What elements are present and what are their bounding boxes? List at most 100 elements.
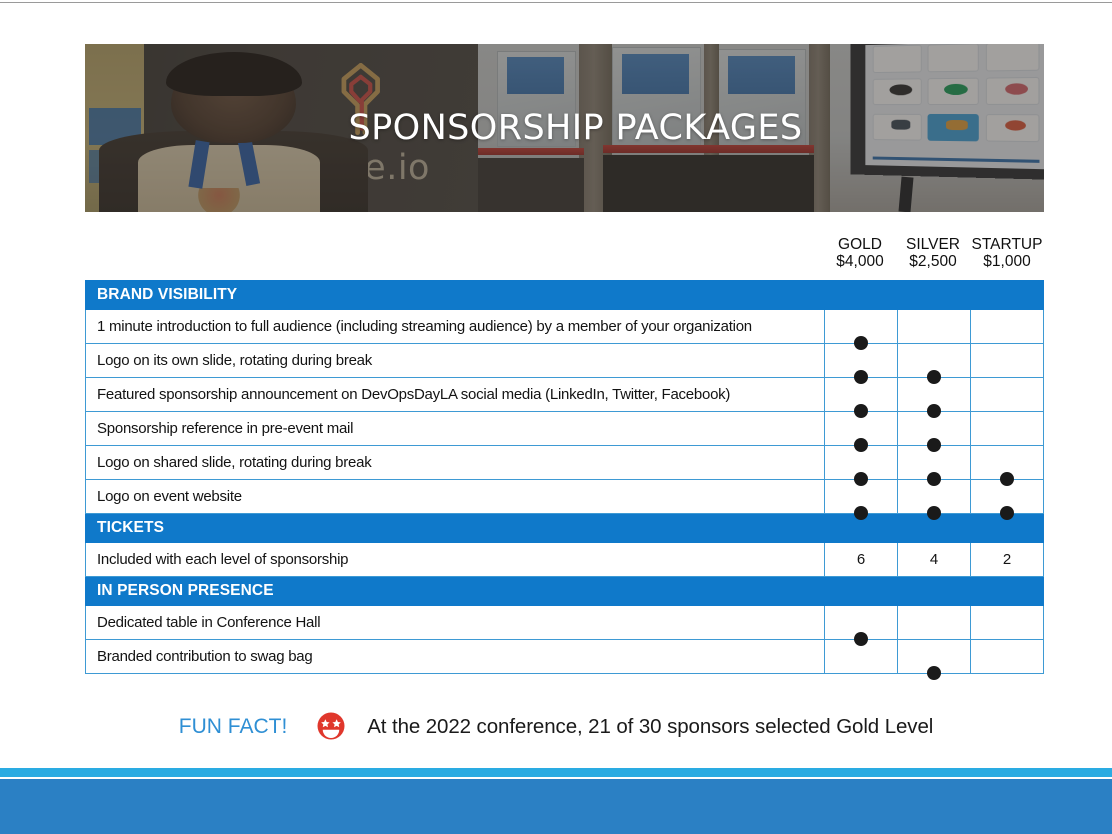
tier-name: SILVER	[906, 236, 960, 253]
hero-banner: datree.io SPONSORSHIP PACKAGES	[85, 44, 1044, 212]
section-title-cell: IN PERSON PRESENCE	[85, 576, 825, 606]
included-dot-icon	[854, 404, 868, 418]
person-hair	[165, 52, 302, 97]
awning	[478, 148, 584, 155]
tier-empty-cell	[970, 343, 1044, 378]
included-dot-icon	[1000, 472, 1014, 486]
tier-count-cell: 2	[970, 542, 1044, 577]
sponsorship-packages-table: BRAND VISIBILITY 1 minute introduction to…	[85, 280, 1044, 680]
shopfront	[602, 154, 814, 212]
window-glass	[727, 55, 795, 95]
benefit-label: Featured sponsorship announcement on Dev…	[97, 386, 731, 403]
included-dot-icon	[927, 370, 941, 384]
tier-empty-cell	[897, 309, 971, 344]
benefit-label: Logo on its own slide, rotating during b…	[97, 352, 373, 369]
tier-included-cell	[897, 639, 971, 680]
table-section-header: BRAND VISIBILITY	[85, 280, 1044, 310]
included-dot-icon	[854, 336, 868, 350]
tier-header-startup: STARTUP $1,000	[970, 236, 1044, 280]
tier-count-value: 4	[929, 550, 939, 568]
tier-name: STARTUP	[971, 236, 1043, 253]
pillar	[809, 44, 831, 212]
included-dot-icon	[854, 506, 868, 520]
tier-price: $1,000	[983, 253, 1031, 270]
hero-overlay	[85, 44, 1044, 212]
section-spacer-cell	[824, 280, 898, 310]
tier-price: $2,500	[909, 253, 957, 270]
benefit-label-cell: Branded contribution to swag bag	[85, 639, 825, 674]
section-title-cell: BRAND VISIBILITY	[85, 280, 825, 310]
tier-column-headers: GOLD $4,000 SILVER $2,500 STARTUP $1,000	[824, 236, 1044, 280]
included-dot-icon	[854, 472, 868, 486]
table-row: Logo on event website	[85, 479, 1044, 520]
tier-count-cell: 6	[824, 542, 898, 577]
benefit-label: Dedicated table in Conference Hall	[97, 614, 321, 631]
footer-band-light	[0, 768, 1112, 777]
benefit-label-cell: Logo on event website	[85, 479, 825, 514]
section-spacer-cell	[897, 576, 971, 606]
tier-count-cell: 4	[897, 542, 971, 577]
section-title-cell: TICKETS	[85, 513, 825, 543]
included-dot-icon	[927, 506, 941, 520]
footer-band-dark	[0, 779, 1112, 834]
benefit-label-cell: 1 minute introduction to full audience (…	[85, 309, 825, 344]
tier-included-cell	[897, 343, 971, 384]
table-row: Branded contribution to swag bag	[85, 639, 1044, 680]
tier-empty-cell	[970, 377, 1044, 412]
fun-fact-text: At the 2022 conference, 21 of 30 sponsor…	[367, 715, 934, 738]
benefit-label-cell: Included with each level of sponsorship	[85, 542, 825, 577]
tier-count-value: 6	[856, 550, 866, 568]
datree-logo-icon	[341, 63, 380, 136]
window-glass	[622, 54, 690, 95]
fun-fact-line: FUN FACT! At the 2022 conference, 21 of …	[0, 712, 1112, 742]
included-dot-icon	[854, 632, 868, 646]
table-row: Logo on its own slide, rotating during b…	[85, 343, 1044, 384]
table-row: Logo on shared slide, rotating during br…	[85, 445, 1044, 486]
section-title: TICKETS	[97, 519, 165, 536]
section-title: IN PERSON PRESENCE	[97, 582, 274, 599]
tier-empty-cell	[970, 309, 1044, 344]
table-row: 1 minute introduction to full audience (…	[85, 309, 1044, 350]
hero-photo: datree.io	[85, 44, 1044, 212]
included-dot-icon	[854, 370, 868, 384]
included-dot-icon	[927, 438, 941, 452]
table-row: Dedicated table in Conference Hall	[85, 605, 1044, 646]
included-dot-icon	[1000, 506, 1014, 520]
tier-included-cell	[824, 605, 898, 646]
tier-included-cell	[824, 309, 898, 350]
section-spacer-cell	[897, 280, 971, 310]
included-dot-icon	[927, 472, 941, 486]
awning	[602, 144, 814, 154]
star-struck-face-icon	[317, 712, 345, 740]
table-row: Featured sponsorship announcement on Dev…	[85, 377, 1044, 418]
section-spacer-cell	[970, 576, 1044, 606]
included-dot-icon	[927, 666, 941, 680]
window-glass	[506, 57, 565, 95]
table-body: BRAND VISIBILITY 1 minute introduction to…	[85, 280, 1044, 680]
tier-empty-cell	[970, 605, 1044, 640]
tier-count-value: 2	[1002, 550, 1012, 568]
benefit-label: Logo on shared slide, rotating during br…	[97, 454, 372, 471]
section-spacer-cell	[824, 576, 898, 606]
shirt-graphic	[195, 188, 244, 212]
table-section-header: IN PERSON PRESENCE	[85, 576, 1044, 606]
tier-empty-cell	[897, 605, 971, 640]
table-row: Included with each level of sponsorship 6…	[85, 542, 1044, 577]
fun-fact-tag: FUN FACT!	[178, 715, 288, 738]
table-section-header: TICKETS	[85, 513, 1044, 543]
tier-empty-cell	[970, 639, 1044, 674]
tier-price: $4,000	[836, 253, 884, 270]
benefit-label: Included with each level of sponsorship	[97, 551, 349, 568]
included-dot-icon	[854, 438, 868, 452]
benefit-label-cell: Dedicated table in Conference Hall	[85, 605, 825, 640]
benefit-label-cell: Sponsorship reference in pre-event mail	[85, 411, 825, 446]
table-row: Sponsorship reference in pre-event mail	[85, 411, 1044, 452]
tier-header-gold: GOLD $4,000	[824, 236, 896, 280]
shopfront	[478, 158, 584, 212]
benefit-label: Logo on event website	[97, 488, 242, 505]
benefit-label-cell: Logo on its own slide, rotating during b…	[85, 343, 825, 378]
benefit-label: Branded contribution to swag bag	[97, 648, 313, 665]
benefit-label: 1 minute introduction to full audience (…	[97, 318, 752, 335]
top-divider	[0, 2, 1112, 3]
